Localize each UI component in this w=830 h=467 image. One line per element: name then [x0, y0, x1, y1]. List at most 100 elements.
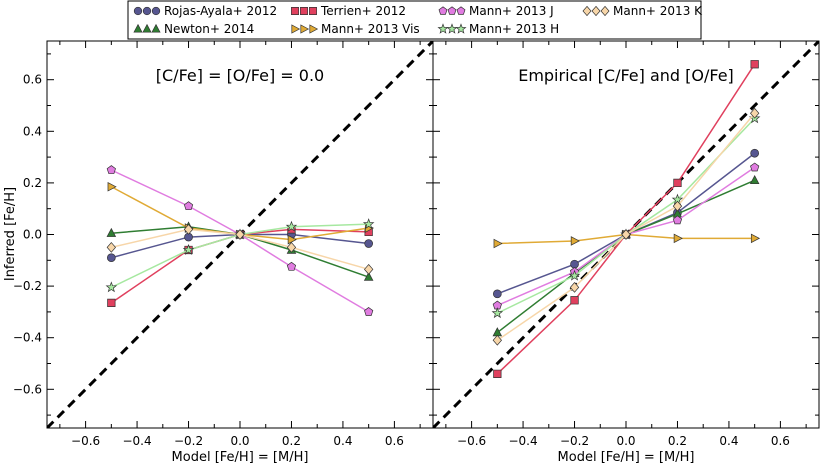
panel-title: Empirical [C/Fe] and [O/Fe]	[518, 66, 734, 85]
series-line	[110, 228, 369, 304]
legend-marker	[133, 23, 143, 33]
legend-marker	[438, 6, 448, 15]
data-point	[363, 271, 374, 281]
x-tick-label: −0.4	[508, 434, 537, 448]
legend-marker	[151, 23, 161, 33]
series-line	[111, 169, 370, 313]
data-point	[749, 174, 760, 185]
data-point	[107, 298, 116, 307]
data-point	[364, 239, 374, 248]
data-point	[673, 233, 683, 244]
data-point	[493, 369, 502, 378]
x-tick-label: 0.0	[616, 434, 635, 448]
data-point	[672, 215, 683, 225]
series-line	[497, 152, 756, 295]
legend-marker	[591, 5, 601, 17]
data-point	[750, 162, 760, 172]
panel-1: −0.6 −0.4 −0.2 0.0 0.2 0.4 0.6 −0.6 −0.4 −0.2 0.0 0…	[13, 40, 434, 465]
data-point	[750, 148, 760, 158]
data-point	[492, 334, 502, 346]
data-point	[106, 165, 116, 174]
legend-marker	[300, 24, 310, 34]
legend-marker	[455, 23, 467, 34]
data-point	[492, 327, 503, 337]
legend-marker	[142, 23, 152, 33]
legend-marker	[437, 23, 449, 34]
legend-marker	[582, 5, 592, 17]
legend: Rojas-Ayala+ 2012 Newton+ 2014 Terrien+ 20…	[127, 0, 703, 40]
x-tick-label: 0.4	[333, 434, 352, 448]
x-tick-label: 0.2	[282, 434, 301, 448]
data-point	[286, 261, 297, 271]
y-tick-label: 0.0	[23, 228, 42, 242]
x-axis-label: Model [Fe/H] = [M/H]	[558, 450, 695, 465]
data-point	[183, 201, 194, 211]
legend-marker	[456, 6, 466, 15]
y-axis-label: Inferred [Fe/H]	[3, 187, 18, 281]
y-tick-label: 0.2	[23, 176, 42, 190]
data-point	[106, 242, 116, 253]
data-point	[491, 307, 504, 319]
data-point	[621, 229, 631, 240]
legend-marker	[309, 7, 317, 15]
data-point	[235, 229, 245, 240]
data-point	[672, 200, 683, 212]
legend-label: Mann+ 2013 K	[613, 4, 703, 18]
y-tick-label: −0.2	[13, 279, 42, 293]
panel-2: −0.6 −0.4 −0.2 0.0 0.2 0.4 0.6 Model [Fe/H] = […	[432, 40, 820, 465]
data-point	[750, 107, 760, 119]
x-axis-label: Model [Fe/H] = [M/H]	[172, 450, 309, 465]
data-point	[105, 281, 118, 293]
data-point	[493, 238, 503, 249]
data-point	[570, 236, 580, 246]
data-point	[285, 220, 298, 232]
legend-label: Mann+ 2013 H	[469, 22, 559, 36]
panel-title: [C/Fe] = [O/Fe] = 0.0	[156, 66, 324, 85]
series-line	[496, 63, 756, 375]
data-point	[286, 242, 297, 253]
legend-marker	[300, 7, 308, 15]
x-tick-label: −0.2	[174, 434, 203, 448]
legend-marker	[142, 6, 152, 16]
data-point	[107, 181, 117, 192]
legend-marker	[446, 23, 458, 34]
x-tick-label: −0.2	[560, 434, 589, 448]
legend-marker	[291, 24, 301, 34]
data-point	[750, 233, 761, 244]
data-point	[106, 253, 116, 263]
x-tick-label: 0.0	[230, 434, 249, 448]
x-tick-label: −0.6	[71, 434, 100, 448]
data-point	[364, 263, 374, 275]
legend-marker	[291, 7, 299, 15]
legend-label: Mann+ 2013 J	[469, 4, 554, 18]
data-point	[287, 234, 297, 245]
x-tick-label: 0.6	[385, 434, 404, 448]
legend-marker	[309, 24, 319, 34]
legend-label: Terrien+ 2012	[320, 4, 406, 18]
series-line	[496, 179, 755, 334]
x-tick-label: −0.4	[122, 434, 151, 448]
legend-marker	[133, 6, 143, 16]
data-point	[362, 218, 375, 230]
y-tick-label: −0.6	[13, 382, 42, 396]
y-tick-label: −0.4	[13, 331, 42, 345]
data-point	[182, 243, 195, 255]
data-point	[570, 259, 579, 269]
data-point	[673, 178, 682, 188]
x-tick-label: 0.6	[771, 434, 790, 448]
x-tick-label: 0.2	[668, 434, 687, 448]
data-point	[183, 223, 194, 235]
data-point	[570, 296, 579, 305]
y-tick-label: 0.4	[23, 124, 42, 138]
data-point	[106, 227, 117, 237]
x-tick-label: −0.6	[457, 434, 486, 448]
x-tick-label: 0.4	[719, 434, 738, 448]
legend-label: Newton+ 2014	[164, 22, 254, 36]
legend-marker	[600, 5, 610, 17]
y-tick-label: 0.6	[23, 73, 42, 87]
legend-marker	[151, 6, 161, 16]
series-line	[496, 112, 756, 341]
data-point	[569, 282, 580, 293]
legend-label: Mann+ 2013 Vis	[321, 22, 420, 36]
